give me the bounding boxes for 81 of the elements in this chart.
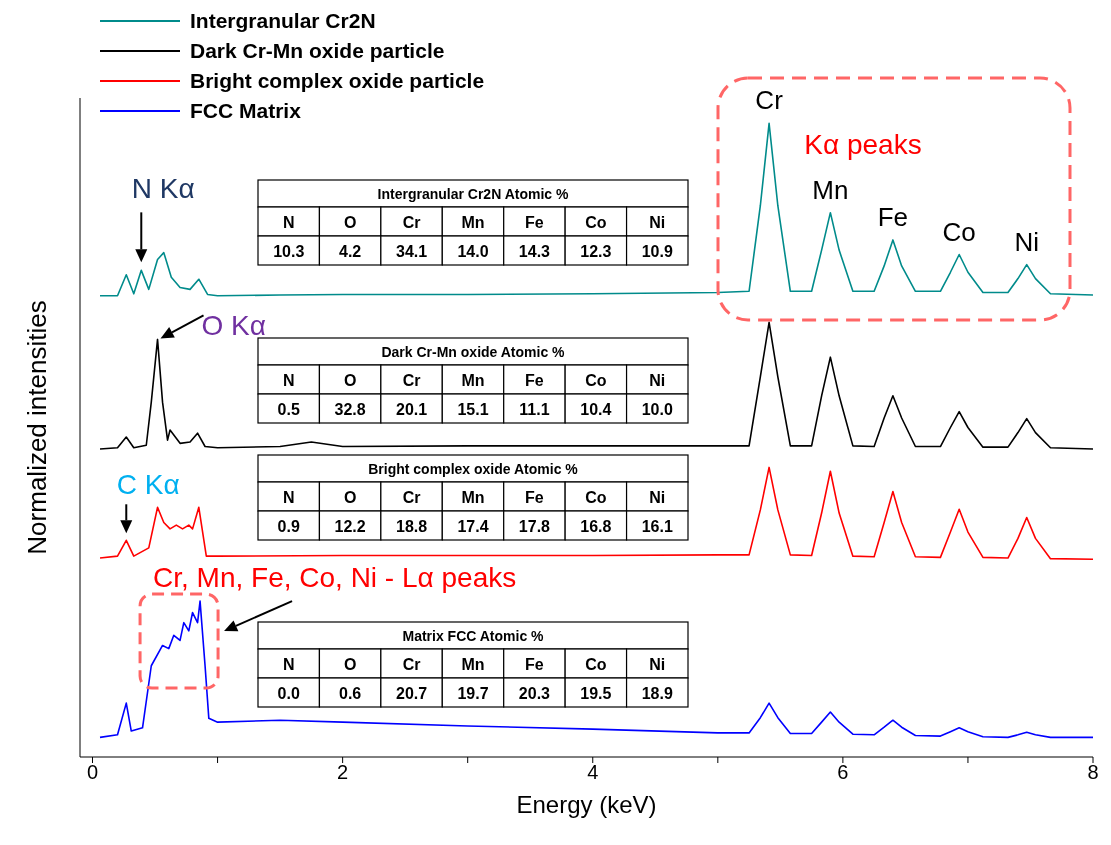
annotation: Fe: [525, 489, 544, 506]
legend-label: FCC Matrix: [190, 99, 302, 122]
annotation: 19.5: [580, 685, 612, 702]
annotation: 18.8: [396, 518, 428, 535]
annotation: 15.1: [457, 401, 489, 418]
annotation: 20.7: [396, 685, 428, 702]
annotation: Ni: [649, 214, 666, 231]
x-tick-label: 8: [1087, 761, 1099, 784]
annotation: Fe: [525, 656, 544, 673]
y-axis-title: Normalized intensities: [22, 300, 52, 555]
annotation: 16.8: [580, 518, 612, 535]
annotation: Mn: [461, 489, 485, 506]
annotation: 18.9: [641, 685, 673, 702]
annotation: Co: [585, 489, 607, 506]
annotation: 19.7: [457, 685, 489, 702]
legend-label: Intergranular Cr2N: [190, 9, 376, 32]
annotation: 0.0: [277, 685, 300, 702]
annotation: N: [282, 214, 295, 231]
annotation: 12.3: [580, 243, 612, 260]
annotation: Cr: [755, 85, 784, 116]
annotation: 34.1: [396, 243, 428, 260]
annotation: O: [343, 372, 357, 389]
annotation: Co: [942, 216, 976, 247]
annotation: Cr: [402, 489, 421, 506]
annotation: 4.2: [339, 243, 362, 260]
annotation: Fe: [525, 214, 544, 231]
annotation: Mn: [461, 372, 485, 389]
annotation: N: [282, 372, 295, 389]
annotation: Ni: [649, 489, 666, 506]
annotation: Matrix FCC Atomic %: [402, 628, 545, 644]
annotation: N Kα: [131, 173, 195, 205]
annotation: Co: [585, 656, 607, 673]
x-tick-label: 2: [337, 761, 349, 784]
annotation: 0.5: [277, 401, 300, 418]
legend-label: Dark Cr-Mn oxide particle: [190, 39, 445, 62]
annotation: 11.1: [519, 401, 550, 418]
annotation: Dark Cr-Mn oxide Atomic %: [381, 344, 566, 360]
annotation: 17.4: [457, 518, 489, 535]
annotation: Co: [585, 214, 607, 231]
annotation: 10.3: [273, 243, 305, 260]
annotation: 10.9: [641, 243, 673, 260]
annotation: 32.8: [334, 401, 366, 418]
annotation: Mn: [461, 656, 485, 673]
annotation: Mn: [812, 174, 849, 205]
annotation: 10.4: [580, 401, 612, 418]
x-tick-label: 4: [587, 761, 599, 784]
legend-label: Bright complex oxide particle: [190, 69, 485, 92]
annotation: 20.3: [518, 685, 551, 702]
annotation: N: [282, 656, 295, 673]
annotation: N: [282, 489, 295, 506]
annotation: Cr: [402, 372, 421, 389]
x-axis-title: Energy (keV): [516, 791, 657, 818]
annotation: Mn: [461, 214, 485, 231]
annotation: Cr, Mn, Fe, Co, Ni - Lα peaks: [153, 562, 517, 594]
annotation: O: [343, 656, 357, 673]
x-tick-label: 0: [86, 761, 99, 784]
annotation: 0.6: [339, 685, 362, 702]
annotation: 10.0: [641, 401, 673, 418]
annotation: Cr: [402, 214, 421, 231]
annotation: Bright complex oxide Atomic %: [368, 461, 579, 477]
annotation: 14.0: [457, 243, 489, 260]
annotation: Ni: [1014, 226, 1039, 257]
annotation: 16.1: [641, 518, 673, 535]
annotation: Fe: [877, 201, 909, 232]
x-tick-label: 6: [837, 761, 849, 784]
annotation: C Kα: [116, 469, 180, 501]
annotation: O: [343, 214, 357, 231]
annotation: Kα peaks: [804, 129, 922, 160]
annotation: 20.1: [396, 401, 428, 418]
annotation: Fe: [525, 372, 544, 389]
annotation: Co: [585, 372, 607, 389]
annotation: Cr: [402, 656, 421, 673]
annotation: Ni: [649, 656, 666, 673]
annotation: 12.2: [334, 518, 366, 535]
annotation: O Kα: [201, 310, 266, 342]
annotation: 17.8: [518, 518, 551, 535]
annotation: Ni: [649, 372, 666, 389]
annotation: 0.9: [277, 518, 300, 535]
annotation: O: [343, 489, 357, 506]
annotation: 14.3: [518, 243, 551, 260]
annotation: Intergranular Cr2N Atomic %: [377, 186, 569, 202]
